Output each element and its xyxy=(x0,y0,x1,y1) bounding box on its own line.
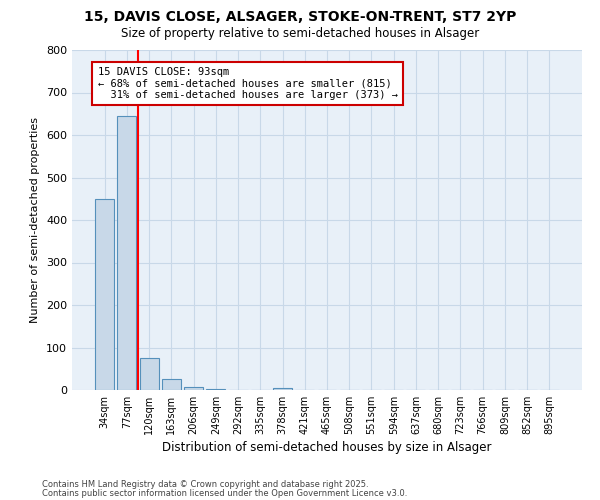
Y-axis label: Number of semi-detached properties: Number of semi-detached properties xyxy=(31,117,40,323)
X-axis label: Distribution of semi-detached houses by size in Alsager: Distribution of semi-detached houses by … xyxy=(162,441,492,454)
Bar xyxy=(184,386,203,390)
Bar xyxy=(162,380,181,390)
Bar xyxy=(118,116,136,390)
Text: 15 DAVIS CLOSE: 93sqm
← 68% of semi-detached houses are smaller (815)
  31% of s: 15 DAVIS CLOSE: 93sqm ← 68% of semi-deta… xyxy=(97,67,398,100)
Bar xyxy=(140,358,158,390)
Text: Size of property relative to semi-detached houses in Alsager: Size of property relative to semi-detach… xyxy=(121,28,479,40)
Text: 15, DAVIS CLOSE, ALSAGER, STOKE-ON-TRENT, ST7 2YP: 15, DAVIS CLOSE, ALSAGER, STOKE-ON-TRENT… xyxy=(84,10,516,24)
Bar xyxy=(273,388,292,390)
Bar xyxy=(95,198,114,390)
Text: Contains public sector information licensed under the Open Government Licence v3: Contains public sector information licen… xyxy=(42,488,407,498)
Text: Contains HM Land Registry data © Crown copyright and database right 2025.: Contains HM Land Registry data © Crown c… xyxy=(42,480,368,489)
Bar xyxy=(206,388,225,390)
